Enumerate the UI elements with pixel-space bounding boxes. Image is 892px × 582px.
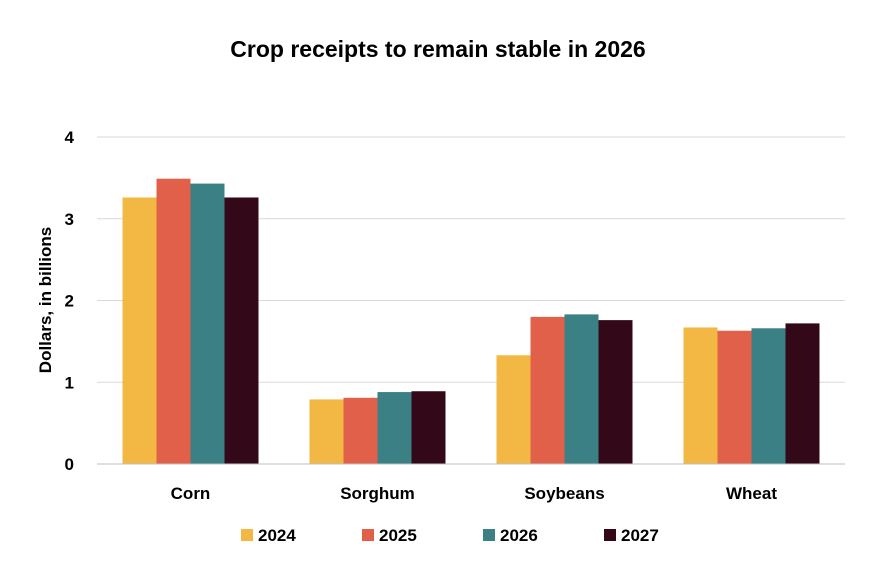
bar-wheat-2026 <box>751 328 786 464</box>
legend-swatch <box>604 529 616 541</box>
legend-swatch <box>362 529 374 541</box>
x-tick-label: Corn <box>171 484 211 503</box>
legend: 2024 2025 2026 2027 <box>241 526 659 545</box>
bar-corn-2027 <box>224 197 259 464</box>
bar-soybeans-2024 <box>496 355 531 464</box>
legend-label: 2025 <box>379 526 417 545</box>
legend-label: 2026 <box>500 526 538 545</box>
axes: 0 1 2 3 4 Corn Sorghum Soybeans Wheat <box>65 128 845 503</box>
legend-swatch <box>483 529 495 541</box>
y-tick-label: 3 <box>65 210 74 229</box>
x-tick-label: Sorghum <box>340 484 415 503</box>
bar-wheat-2025 <box>717 330 752 464</box>
y-tick-label: 2 <box>65 292 74 311</box>
legend-swatch <box>241 529 253 541</box>
legend-label: 2024 <box>258 526 296 545</box>
chart-title: Crop receipts to remain stable in 2026 <box>230 36 645 62</box>
bar-soybeans-2027 <box>598 320 633 464</box>
x-tick-label: Wheat <box>726 484 777 503</box>
legend-label: 2027 <box>621 526 659 545</box>
bar-corn-2024 <box>122 197 157 464</box>
bars <box>122 178 820 464</box>
bar-wheat-2024 <box>683 327 718 464</box>
bar-sorghum-2025 <box>343 397 378 464</box>
y-tick-label: 1 <box>65 373 74 392</box>
bar-sorghum-2026 <box>377 392 412 464</box>
x-tick-label: Soybeans <box>524 484 604 503</box>
bar-wheat-2027 <box>785 323 820 464</box>
bar-sorghum-2024 <box>309 399 344 464</box>
bar-corn-2026 <box>190 183 225 464</box>
y-tick-label: 4 <box>65 128 75 147</box>
bar-soybeans-2026 <box>564 314 599 464</box>
bar-soybeans-2025 <box>530 316 565 464</box>
bar-corn-2025 <box>156 178 191 464</box>
y-tick-label: 0 <box>65 455 74 474</box>
y-axis-label: Dollars, in billions <box>36 227 55 373</box>
bar-sorghum-2027 <box>411 391 446 464</box>
